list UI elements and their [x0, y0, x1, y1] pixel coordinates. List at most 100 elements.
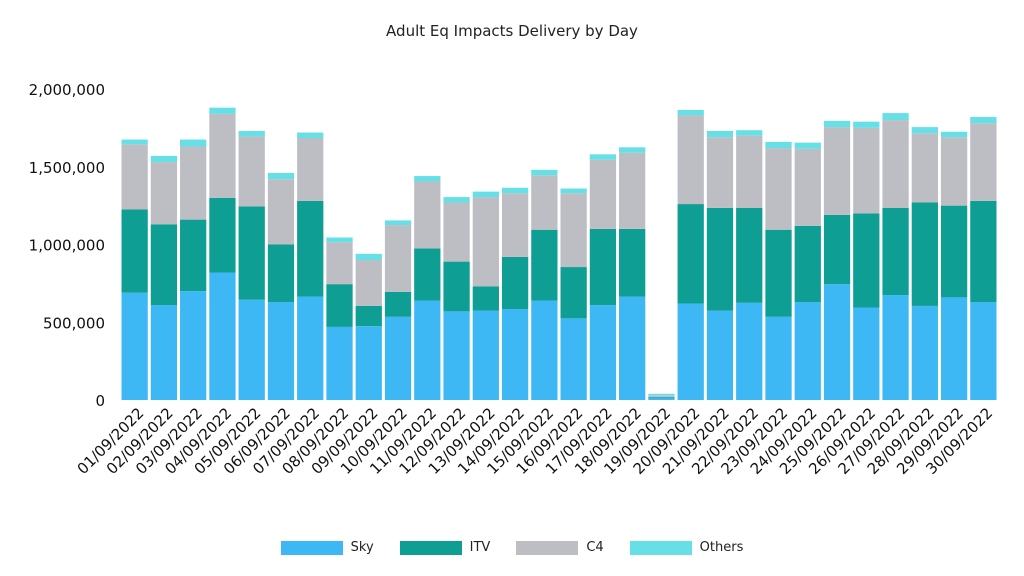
bar-sky [736, 302, 763, 400]
bar-itv [589, 228, 617, 306]
bar-others [209, 107, 236, 114]
bar-sky [414, 300, 441, 400]
bar-c4 [940, 137, 968, 206]
bar-others [443, 197, 470, 203]
bar-itv [765, 229, 792, 317]
bar-itv [414, 248, 441, 301]
bar-sky [297, 296, 324, 400]
bar-c4 [472, 197, 499, 287]
bar-itv [355, 305, 382, 327]
bar-itv [531, 229, 558, 301]
bar-c4 [794, 148, 821, 226]
bar-itv [180, 219, 207, 292]
bar-sky [823, 284, 851, 400]
bar-c4 [619, 152, 646, 229]
bar-c4 [267, 179, 295, 245]
bar-c4 [150, 162, 178, 225]
bar-others [326, 237, 353, 243]
bar-itv [823, 214, 851, 285]
bar-c4 [238, 136, 265, 207]
bar-c4 [823, 127, 851, 215]
chart-title: Adult Eq Impacts Delivery by Day [386, 22, 638, 40]
legend-label: Sky [350, 540, 374, 555]
bar-itv [150, 224, 178, 306]
bar-sky [765, 316, 792, 400]
bar-sky [970, 302, 997, 400]
bar-sky [121, 292, 148, 400]
bar-c4 [589, 159, 617, 229]
bar-c4 [443, 202, 470, 262]
legend-swatch [399, 540, 462, 555]
bar-c4 [882, 120, 909, 208]
legend-item-sky: Sky [280, 540, 374, 555]
bar-itv [384, 291, 412, 317]
bar-itv [560, 267, 587, 319]
bar-sky [853, 307, 880, 400]
y-tick-label: 0 [95, 392, 105, 410]
bar-itv [706, 207, 734, 311]
legend-item-itv: ITV [399, 540, 491, 555]
legend-item-others: Others [629, 540, 744, 555]
y-tick-label: 1,500,000 [29, 159, 105, 177]
bar-sky [794, 302, 821, 400]
bar-itv [209, 197, 236, 273]
bar-c4 [765, 148, 792, 230]
bar-sky [355, 326, 382, 400]
bar-c4 [736, 135, 763, 208]
bar-itv [297, 200, 324, 297]
bars [121, 107, 997, 400]
bar-sky [443, 311, 470, 400]
bar-itv [794, 225, 821, 303]
legend-swatch [280, 540, 343, 555]
bar-others [560, 188, 587, 194]
bar-itv [940, 205, 968, 298]
bar-sky [677, 303, 704, 400]
bar-c4 [414, 181, 441, 249]
bar-others [267, 172, 295, 180]
bar-itv [501, 256, 529, 310]
bar-c4 [560, 193, 587, 268]
bar-others [384, 220, 412, 226]
bar-others [297, 132, 324, 138]
bar-itv [238, 206, 265, 300]
legend-label: Others [699, 540, 744, 555]
bar-sky [267, 302, 295, 400]
bar-itv [326, 284, 353, 327]
bar-others [911, 127, 938, 134]
legend-swatch [516, 540, 579, 555]
bar-itv [619, 228, 646, 297]
legend-label: ITV [469, 540, 491, 555]
bar-c4 [209, 113, 236, 198]
legend-swatch [629, 540, 692, 555]
bar-sky [589, 305, 617, 400]
bar-others [180, 139, 207, 147]
bar-others [853, 121, 880, 128]
bar-sky [911, 305, 938, 400]
bar-others [736, 130, 763, 136]
bar-others [531, 169, 558, 176]
bar-others [823, 120, 851, 128]
bar-c4 [648, 395, 675, 397]
bar-c4 [355, 260, 382, 306]
y-tick-label: 500,000 [43, 314, 105, 332]
bar-sky [560, 318, 587, 400]
x-axis: 01/09/202202/09/202203/09/202204/09/2022… [74, 404, 997, 478]
y-tick-label: 2,000,000 [29, 81, 105, 99]
bar-itv [970, 200, 997, 303]
bar-c4 [853, 127, 880, 214]
bar-itv [648, 396, 675, 398]
bar-itv [882, 207, 909, 296]
bar-sky [472, 310, 499, 400]
bar-sky [326, 326, 353, 400]
bar-c4 [180, 146, 207, 220]
legend: Sky ITV C4 Others [0, 540, 1024, 555]
bar-others [414, 176, 441, 182]
bar-itv [472, 286, 499, 311]
bar-sky [384, 316, 412, 400]
bar-sky [238, 299, 265, 400]
bar-sky [706, 310, 734, 400]
bar-others [501, 187, 529, 194]
legend-label: C4 [586, 540, 604, 555]
bar-sky [209, 272, 236, 400]
